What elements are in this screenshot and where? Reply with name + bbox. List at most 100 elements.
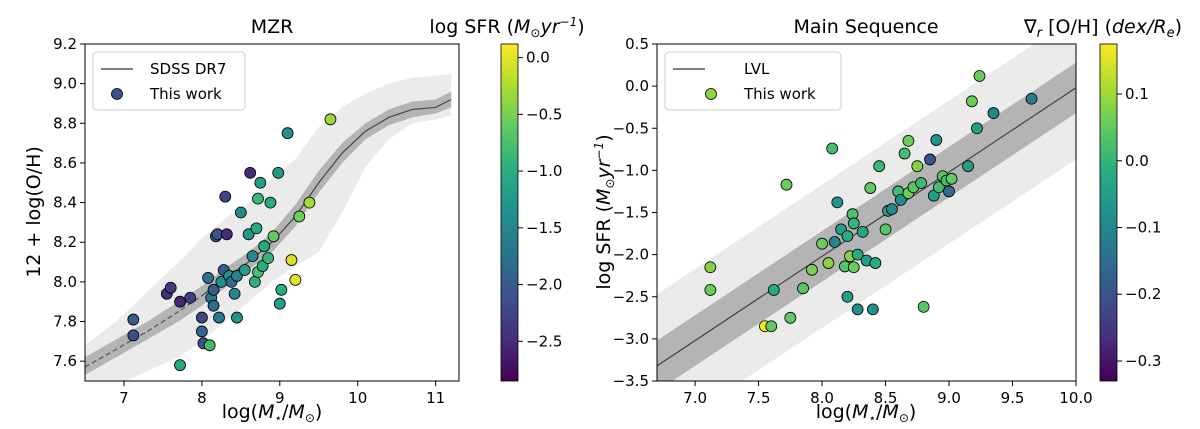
data-point [293, 210, 306, 223]
data-point [285, 254, 298, 266]
data-point [704, 284, 717, 296]
data-point [195, 311, 208, 324]
ms-colorbar-ticks: 0.1 0.0 −0.1 −0.2 −0.3 [1117, 85, 1161, 370]
y-tick-label: −3.0 [613, 330, 649, 348]
data-point [841, 290, 854, 303]
ms-x-ticks: 7.0 7.5 8.0 8.5 9.0 9.5 10.0 [683, 381, 1093, 407]
mzr-plot-frame [84, 43, 460, 382]
y-tick-label: 8.4 [53, 194, 77, 212]
data-point [898, 147, 911, 160]
x-tick-label: 8 [197, 389, 207, 407]
data-point [207, 299, 220, 312]
data-point [231, 311, 243, 324]
ms-colorbar-label: ∇r [O/H] (dex/Re) [1023, 16, 1182, 41]
data-point [847, 261, 860, 274]
data-point [272, 166, 285, 179]
data-point [164, 281, 177, 294]
mzr-panel: MZR 7 8 9 10 11 7.67.88.08.28.48.68.89.09.2 … [23, 15, 585, 425]
data-point [231, 270, 243, 282]
data-point [780, 178, 793, 191]
y-tick-label: 9.2 [53, 35, 77, 53]
mzr-y-ticks: 7.6 7.8 8.0 8.2 8.4 8.6 8.8 9.0 9.2 [53, 35, 85, 370]
y-tick-label: −1.5 [613, 204, 649, 222]
data-point [841, 230, 854, 242]
data-point [962, 160, 974, 173]
x-tick-label: 9.5 [1001, 389, 1025, 407]
x-tick-label: 9 [275, 389, 285, 407]
data-point [242, 228, 255, 241]
x-tick-label: 7.5 [747, 389, 771, 407]
data-point [262, 252, 275, 264]
x-tick-label: 10 [348, 389, 367, 407]
data-point [826, 142, 839, 155]
y-tick-label: 8.0 [53, 273, 77, 291]
data-point [234, 206, 247, 219]
ms-legend-line-label: LVL [744, 60, 770, 78]
data-point [275, 283, 288, 296]
mzr-points [127, 113, 337, 372]
data-point [303, 196, 316, 209]
data-point [238, 264, 251, 276]
data-point [784, 311, 797, 324]
data-point [258, 240, 271, 253]
data-point [822, 257, 835, 269]
data-point [806, 263, 818, 276]
data-point [943, 185, 955, 198]
data-point [273, 297, 286, 310]
x-tick-label: 9.0 [937, 389, 961, 407]
data-point [987, 107, 1000, 119]
mzr-colorbar: 0.0 −0.5 −1.0 −1.5 −2.0 −2.5 log SFR (M⊙yr−1) [429, 15, 585, 382]
data-point [250, 222, 263, 235]
main-sequence-panel: Main Sequence 7.0 7.5 8.0 8.5 9.0 9.5 10.0 −3.… [592, 16, 1182, 425]
y-tick-label: 7.6 [53, 352, 77, 370]
x-tick-label: 8.0 [810, 389, 834, 407]
data-point [932, 181, 945, 194]
colorbar-tick-label: −0.5 [526, 105, 562, 123]
y-tick-label: −2.5 [613, 288, 649, 306]
mzr-title: MZR [251, 16, 294, 38]
data-point [917, 300, 930, 313]
data-point [894, 193, 907, 206]
lvl-inner-band [657, 62, 1076, 381]
ms-colorbar-ramp [1099, 43, 1118, 382]
mzr-legend-line-label: SDSS DR7 [150, 60, 226, 78]
data-point [324, 113, 337, 126]
data-point [965, 95, 978, 108]
data-point [767, 284, 780, 296]
colorbar-tick-label: −0.1 [1125, 219, 1161, 237]
data-point [864, 182, 877, 194]
colorbar-tick-label: −1.5 [526, 219, 562, 237]
y-tick-label: 8.6 [53, 154, 77, 172]
y-tick-label: 8.2 [53, 233, 77, 251]
y-tick-label: 9.0 [53, 75, 77, 93]
mzr-y-label: 12 + log(O/H) [23, 146, 45, 278]
data-point [704, 261, 717, 274]
ms-y-ticks: −3.5 −3.0 −2.5 −2.0 −1.5 −1.0 −0.5 0.0 0.5 [613, 35, 657, 390]
data-point [856, 225, 869, 238]
data-point [911, 160, 924, 173]
x-tick-label: 7.0 [683, 389, 707, 407]
colorbar-tick-label: −2.5 [526, 332, 562, 350]
ms-x-label: log(M⋆/M⊙) [816, 401, 917, 425]
y-tick-label: 0.5 [625, 35, 649, 53]
ms-title: Main Sequence [793, 16, 938, 38]
x-tick-label: 10.0 [1059, 389, 1092, 407]
x-tick-label: 8.5 [874, 389, 898, 407]
data-point [828, 236, 841, 248]
data-point [213, 311, 225, 324]
data-point [267, 230, 280, 243]
data-point [203, 339, 216, 352]
ms-colorbar: 0.1 0.0 −0.1 −0.2 −0.3 ∇r [O/H] (dex/Re) [1023, 16, 1182, 382]
data-point [945, 172, 958, 185]
y-tick-label: −2.0 [613, 246, 649, 264]
data-point [246, 250, 259, 263]
data-point [127, 313, 140, 326]
data-point [869, 257, 882, 269]
data-point [174, 359, 186, 372]
data-point [873, 160, 886, 173]
data-point [184, 291, 197, 304]
data-point [127, 329, 140, 342]
colorbar-tick-label: 0.1 [1125, 85, 1149, 103]
mzr-legend-point-swatch [111, 88, 123, 100]
